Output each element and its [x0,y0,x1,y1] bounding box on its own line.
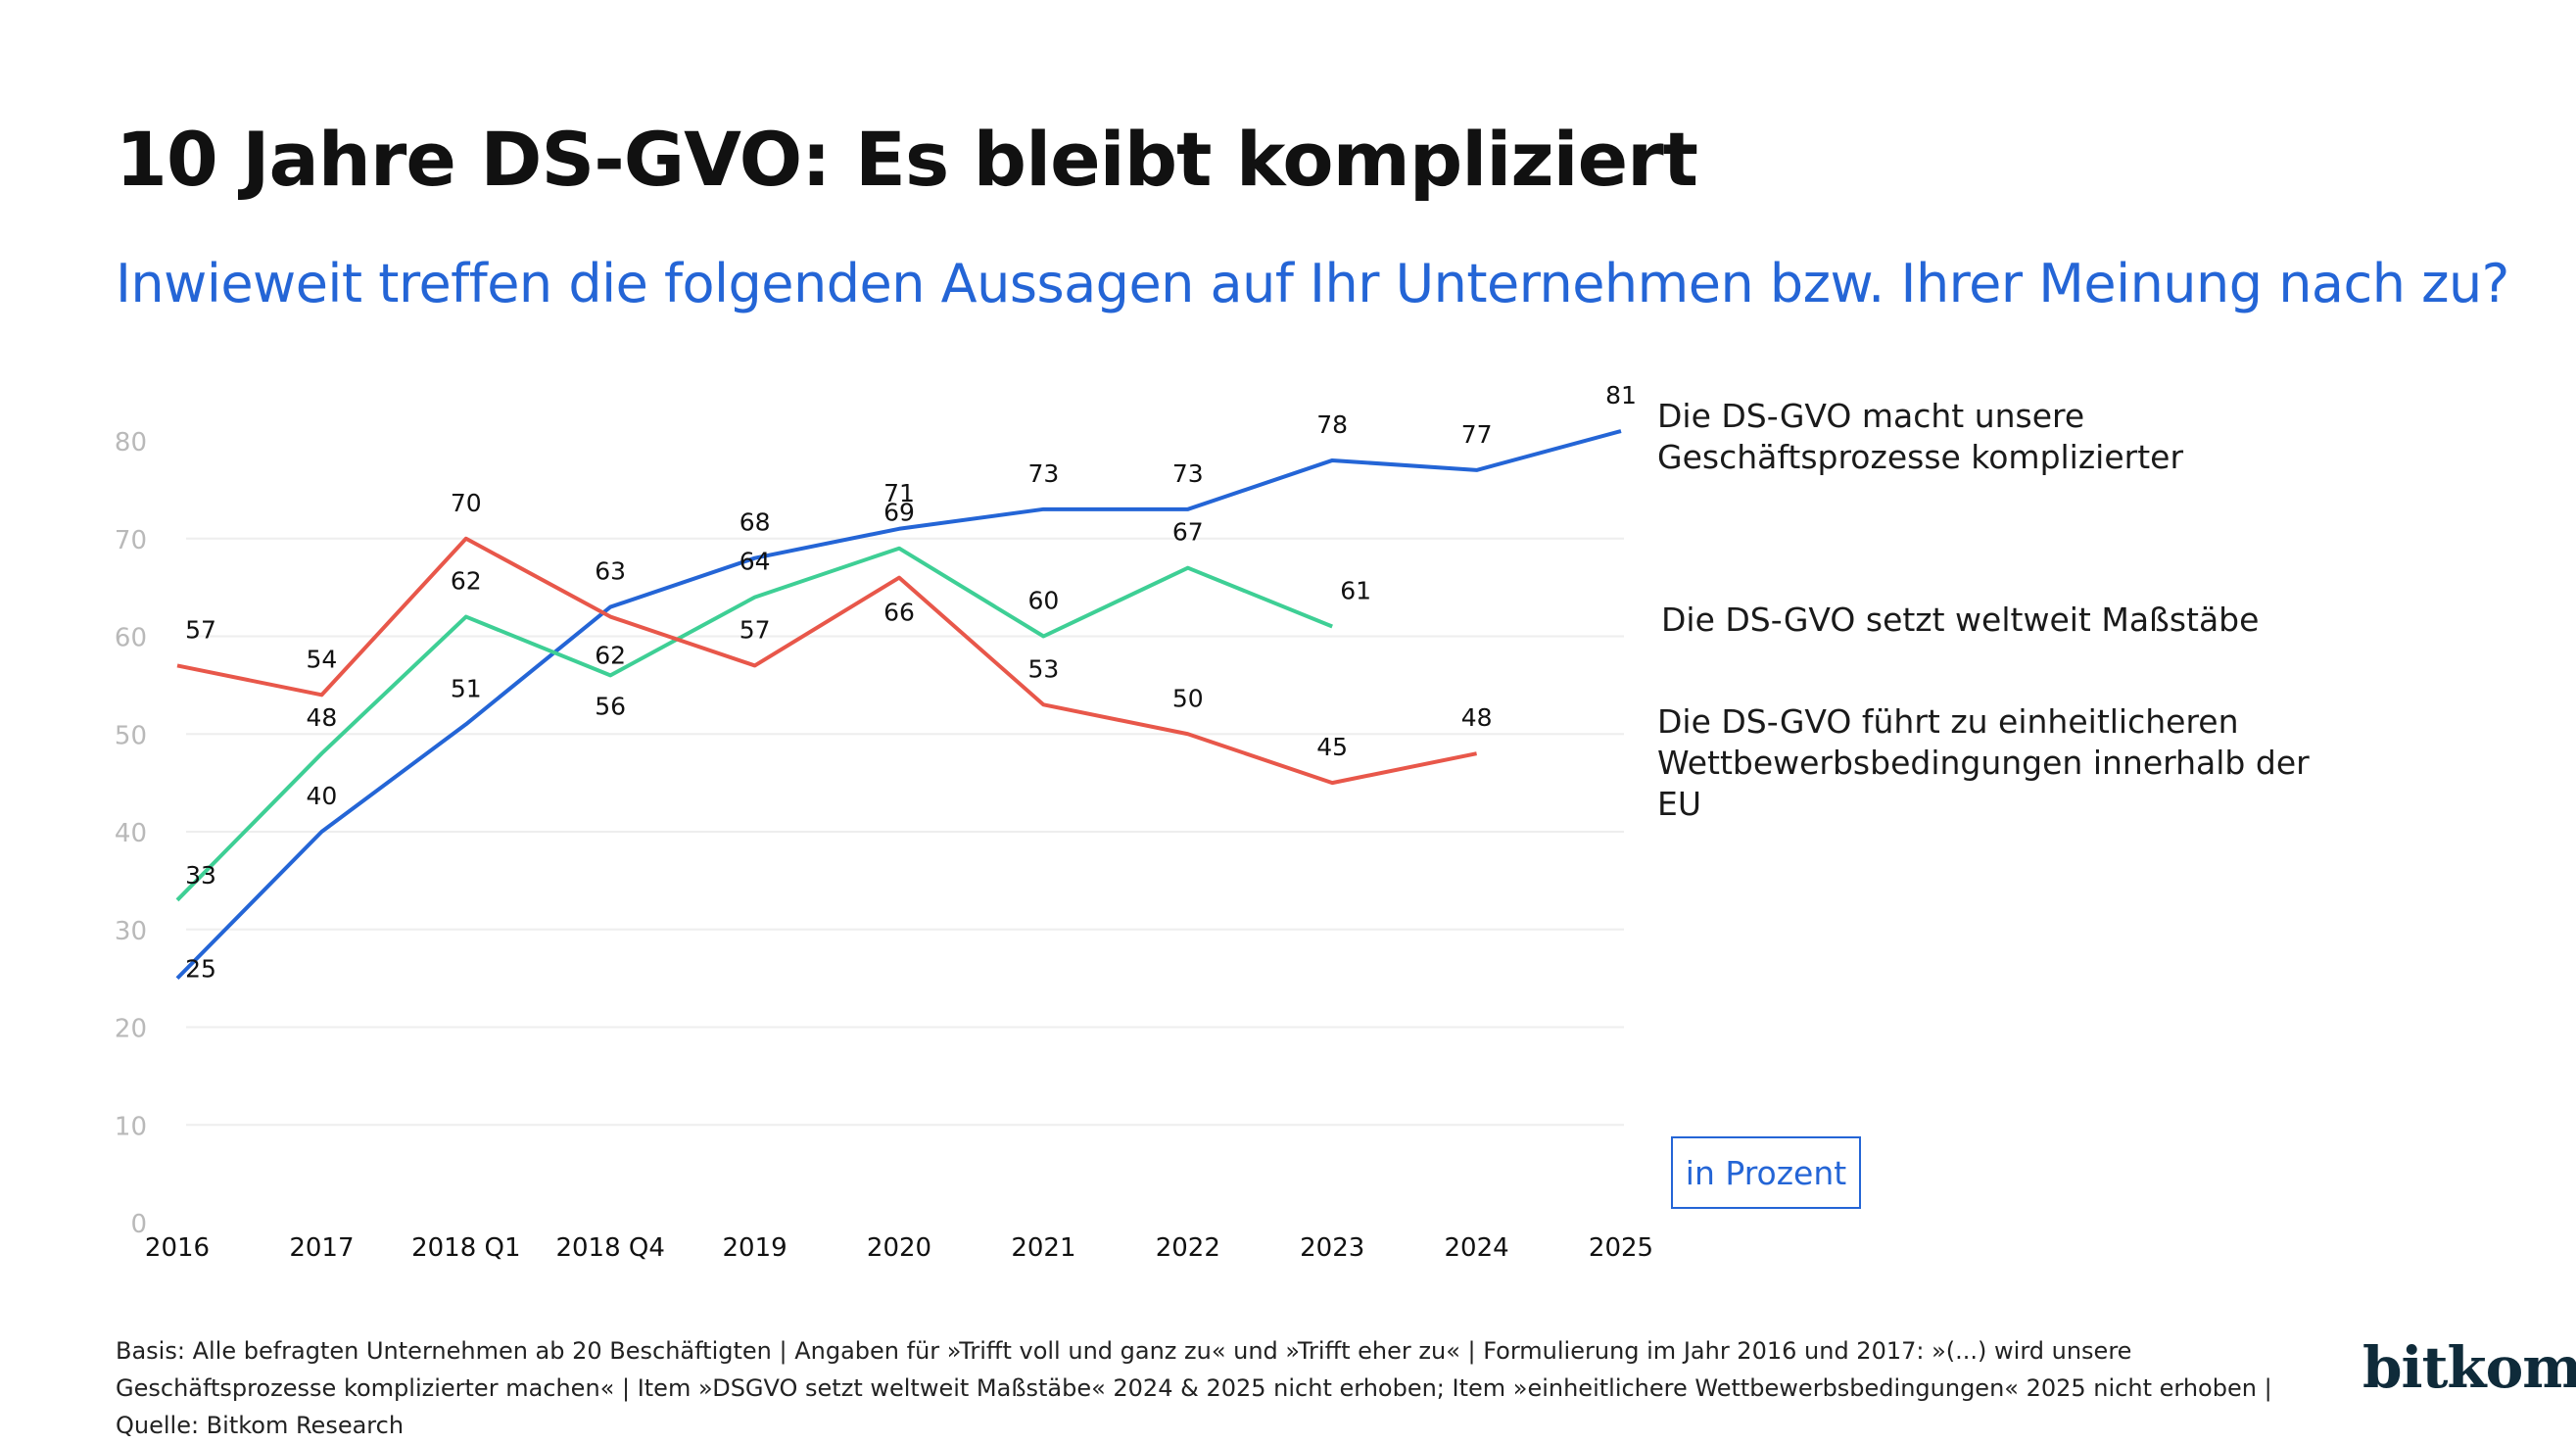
y-tick-label: 70 [115,526,147,555]
data-label-wettbewerb: 62 [595,642,626,670]
x-tick-label: 2021 [1011,1233,1075,1263]
x-tick-label: 2025 [1589,1233,1653,1263]
data-label-komplizierter: 77 [1461,420,1493,449]
y-tick-label: 40 [115,819,147,848]
y-tick-label: 20 [115,1015,147,1044]
x-tick-label: 2022 [1156,1233,1220,1263]
data-label-wettbewerb: 45 [1316,733,1348,761]
line-chart: 0 10 20 30 40 50 60 70 80 2016 2017 2018 Q1 2018 Q4 2… [115,381,1653,1263]
x-tick-label: 2020 [867,1233,931,1263]
data-label-massstaebe: 64 [739,548,771,576]
data-label-komplizierter: 68 [739,508,771,537]
y-tick-label: 80 [115,428,147,457]
x-tick-label: 2017 [289,1233,354,1263]
data-label-komplizierter: 73 [1027,459,1059,488]
data-label-wettbewerb: 48 [1461,703,1493,732]
series-label-komplizierter: Die DS-GVO macht unsere Geschäftsprozess… [1657,397,2184,476]
data-label-komplizierter: 25 [185,955,216,984]
data-label-komplizierter: 63 [595,557,626,586]
data-label-massstaebe: 69 [883,499,915,527]
data-label-massstaebe: 60 [1027,587,1059,615]
bitkom-logo: bitkom [2362,1334,2576,1401]
data-label-wettbewerb: 57 [739,615,771,644]
data-label-massstaebe: 33 [185,861,216,890]
unit-label: in Prozent [1671,1136,1861,1209]
data-label-komplizierter: 81 [1605,381,1637,409]
x-tick-label: 2016 [145,1233,210,1263]
data-label-komplizierter: 78 [1316,410,1348,439]
y-tick-label: 60 [115,624,147,653]
data-label-komplizierter: 71 [883,479,915,507]
page-subtitle: Inwieweit treffen die folgenden Aussagen… [116,253,2509,314]
y-tick-label: 50 [115,721,147,750]
series-label-wettbewerb: Die DS-GVO führt zu einheitlicheren Wett… [1657,702,2310,823]
data-label-komplizierter: 51 [451,674,482,702]
series-label-massstaebe: Die DS-GVO setzt weltweit Maßstäbe [1661,601,2260,639]
y-tick-label: 10 [115,1112,147,1141]
data-label-wettbewerb: 70 [451,489,482,517]
data-label-massstaebe: 48 [306,703,337,732]
data-label-wettbewerb: 53 [1027,654,1059,683]
y-tick-label: 0 [130,1210,147,1239]
x-tick-label: 2018 Q4 [555,1233,664,1263]
x-tick-label: 2019 [723,1233,787,1263]
x-tick-label: 2024 [1445,1233,1509,1263]
data-label-wettbewerb: 57 [185,615,216,644]
data-label-wettbewerb: 66 [883,599,915,627]
data-label-komplizierter: 40 [306,782,337,810]
data-label-massstaebe: 56 [595,692,626,720]
series-line-komplizierter [175,429,1622,981]
data-label-komplizierter: 73 [1172,459,1204,488]
data-label-massstaebe: 67 [1172,518,1204,547]
data-label-massstaebe: 61 [1340,577,1371,605]
x-tick-label: 2023 [1300,1233,1364,1263]
data-label-massstaebe: 62 [451,567,482,596]
series-line-wettbewerb [176,536,1477,786]
footnote: Basis: Alle befragten Unternehmen ab 20 … [116,1337,2272,1439]
data-label-wettbewerb: 54 [306,645,337,673]
series-line-massstaebe [175,546,1333,902]
y-tick-label: 30 [115,917,147,946]
data-label-wettbewerb: 50 [1172,684,1204,712]
x-tick-label: 2018 Q1 [411,1233,520,1263]
page-title: 10 Jahre DS-GVO: Es bleibt kompliziert [116,116,1698,203]
